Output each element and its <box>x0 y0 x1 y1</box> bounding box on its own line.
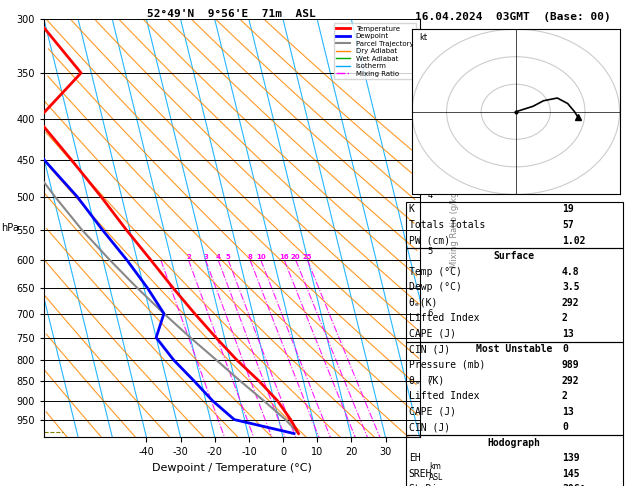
Text: EH: EH <box>409 453 421 463</box>
Text: hPa: hPa <box>1 224 19 233</box>
Text: 5: 5 <box>226 254 231 260</box>
Text: StmDir: StmDir <box>409 485 444 486</box>
Text: 2: 2 <box>562 391 568 401</box>
Text: km
ASL: km ASL <box>429 463 443 482</box>
Text: 4.8: 4.8 <box>562 267 579 277</box>
X-axis label: Dewpoint / Temperature (°C): Dewpoint / Temperature (°C) <box>152 463 312 473</box>
Text: 139: 139 <box>562 453 579 463</box>
Text: 13: 13 <box>562 329 574 339</box>
Text: Lifted Index: Lifted Index <box>409 391 479 401</box>
Text: 5: 5 <box>427 247 432 256</box>
Text: Dewp (°C): Dewp (°C) <box>409 282 462 292</box>
Text: 3.5: 3.5 <box>562 282 579 292</box>
Text: Pressure (mb): Pressure (mb) <box>409 360 485 370</box>
Text: 0: 0 <box>562 345 568 354</box>
Text: CIN (J): CIN (J) <box>409 345 450 354</box>
Text: 25: 25 <box>303 254 312 260</box>
Text: 1: 1 <box>427 52 432 62</box>
Text: 1.02: 1.02 <box>562 236 586 245</box>
Text: 3: 3 <box>427 140 433 149</box>
Text: Mixing Ratio (g/kg): Mixing Ratio (g/kg) <box>450 189 459 268</box>
Text: Temp (°C): Temp (°C) <box>409 267 462 277</box>
Text: 10: 10 <box>256 254 265 260</box>
Text: CIN (J): CIN (J) <box>409 422 450 432</box>
Text: 306°: 306° <box>562 485 586 486</box>
Text: 2: 2 <box>427 95 432 104</box>
Text: Totals Totals: Totals Totals <box>409 220 485 230</box>
Text: 292: 292 <box>562 376 579 385</box>
Text: Hodograph: Hodograph <box>487 438 541 448</box>
Text: 4: 4 <box>216 254 221 260</box>
Text: 16: 16 <box>279 254 289 260</box>
Text: 19: 19 <box>562 205 574 214</box>
Text: PW (cm): PW (cm) <box>409 236 450 245</box>
Text: 145: 145 <box>562 469 579 479</box>
Text: 7: 7 <box>427 377 433 385</box>
Text: 989: 989 <box>562 360 579 370</box>
Legend: Temperature, Dewpoint, Parcel Trajectory, Dry Adiabat, Wet Adiabat, Isotherm, Mi: Temperature, Dewpoint, Parcel Trajectory… <box>333 23 416 79</box>
Text: CAPE (J): CAPE (J) <box>409 407 456 417</box>
Text: 20: 20 <box>291 254 301 260</box>
Text: SREH: SREH <box>409 469 432 479</box>
Text: θₑ (K): θₑ (K) <box>409 376 444 385</box>
Title: 52°49'N  9°56'E  71m  ASL: 52°49'N 9°56'E 71m ASL <box>147 9 316 18</box>
Text: 8: 8 <box>248 254 253 260</box>
Text: 0: 0 <box>562 422 568 432</box>
Text: 2: 2 <box>562 313 568 323</box>
Text: θₑ(K): θₑ(K) <box>409 298 438 308</box>
Text: Most Unstable: Most Unstable <box>476 345 552 354</box>
Text: 13: 13 <box>562 407 574 417</box>
Text: CAPE (J): CAPE (J) <box>409 329 456 339</box>
Text: 6: 6 <box>427 309 433 318</box>
Text: Lifted Index: Lifted Index <box>409 313 479 323</box>
Text: kt: kt <box>419 33 427 42</box>
Text: Surface: Surface <box>494 251 535 261</box>
Text: K: K <box>409 205 415 214</box>
Text: 2: 2 <box>186 254 191 260</box>
Text: 57: 57 <box>562 220 574 230</box>
Text: 292: 292 <box>562 298 579 308</box>
Text: 16.04.2024  03GMT  (Base: 00): 16.04.2024 03GMT (Base: 00) <box>415 12 611 22</box>
Text: 3: 3 <box>203 254 208 260</box>
Text: 4: 4 <box>427 191 432 200</box>
